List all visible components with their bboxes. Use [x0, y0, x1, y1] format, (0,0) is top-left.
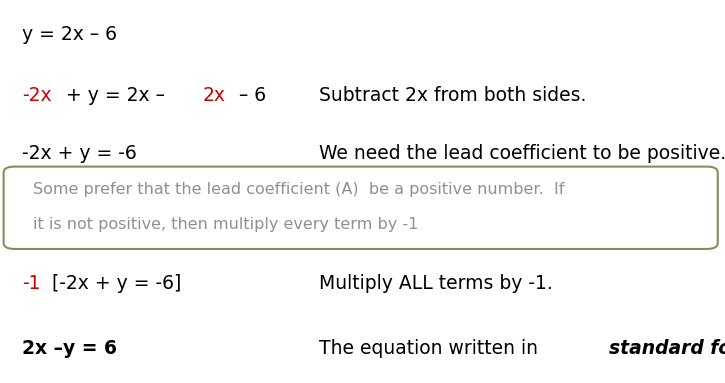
Text: it is not positive, then multiply every term by -1: it is not positive, then multiply every … — [33, 216, 418, 232]
Text: 2x –y = 6: 2x –y = 6 — [22, 339, 117, 358]
Text: – 6: – 6 — [233, 86, 266, 105]
Text: -2x + y = -6: -2x + y = -6 — [22, 144, 136, 163]
Text: + y = 2x –: + y = 2x – — [60, 86, 171, 105]
Text: [-2x + y = -6]: [-2x + y = -6] — [46, 274, 181, 293]
FancyBboxPatch shape — [4, 167, 718, 249]
Text: -2x: -2x — [22, 86, 51, 105]
Text: The equation written in: The equation written in — [319, 339, 544, 358]
Text: -1: -1 — [22, 274, 41, 293]
Text: Some prefer that the lead coefficient (A)  be a positive number.  If: Some prefer that the lead coefficient (A… — [33, 182, 564, 197]
Text: y = 2x – 6: y = 2x – 6 — [22, 25, 117, 44]
Text: We need the lead coefficient to be positive.: We need the lead coefficient to be posit… — [319, 144, 725, 163]
Text: Subtract 2x from both sides.: Subtract 2x from both sides. — [319, 86, 587, 105]
Text: 2x: 2x — [203, 86, 226, 105]
Text: standard form.: standard form. — [609, 339, 725, 358]
Text: Multiply ALL terms by -1.: Multiply ALL terms by -1. — [319, 274, 552, 293]
